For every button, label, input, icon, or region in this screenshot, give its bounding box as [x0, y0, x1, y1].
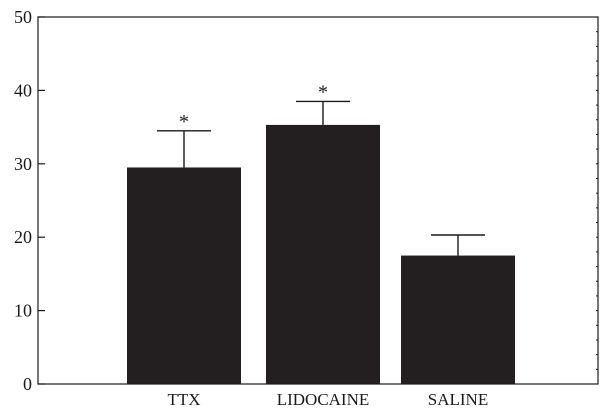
bar-lidocaine: [266, 124, 380, 384]
y-tick-label: 10: [14, 301, 32, 321]
category-label-lidocaine: LIDOCAINE: [277, 390, 370, 408]
category-label-saline: SALINE: [428, 390, 488, 408]
y-axis-ticks: 0 10 20 30 40 50: [14, 7, 45, 394]
y-tick-label: 30: [14, 154, 32, 174]
x-axis-category-labels: TTX LIDOCAINE SALINE: [167, 390, 488, 408]
y-tick-label: 40: [14, 80, 32, 100]
y-tick-label: 50: [14, 7, 32, 27]
bar-saline: [401, 255, 515, 384]
bar-ttx: [127, 167, 241, 384]
y-tick-label: 0: [23, 374, 32, 394]
category-label-ttx: TTX: [167, 390, 200, 408]
right-axis-minor-ticks: [596, 16, 598, 385]
y-tick-label: 20: [14, 227, 32, 247]
bars: **: [127, 81, 515, 384]
significance-marker: *: [318, 81, 328, 103]
significance-marker: *: [179, 111, 189, 133]
plot-frame: [37, 16, 599, 385]
